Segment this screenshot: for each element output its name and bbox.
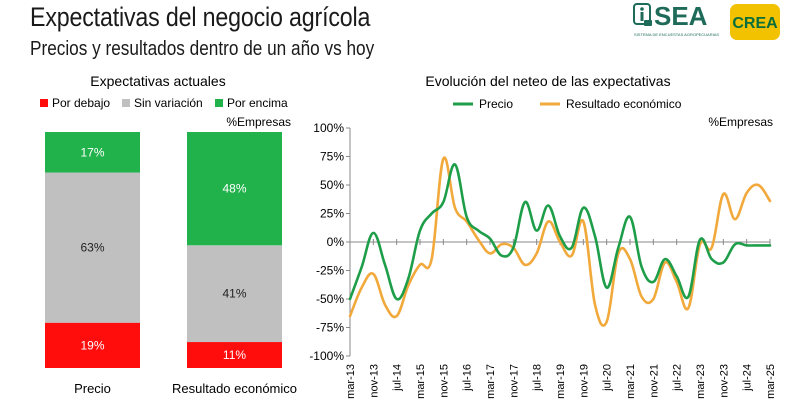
y-tick-label: -50% — [316, 292, 344, 306]
y-tick-label: 50% — [320, 178, 344, 192]
bar-value-label: 48% — [222, 182, 246, 196]
y-tick-label: 0% — [327, 235, 345, 249]
page-title: Expectativas del negocio agrícola — [30, 2, 371, 32]
right-unit-label: %Empresas — [708, 115, 773, 129]
legend-label: Resultado económico — [566, 97, 682, 111]
y-tick-label: 75% — [320, 150, 344, 164]
bar-segment — [187, 342, 282, 368]
crea-logo: CREA — [730, 4, 780, 40]
legend-swatch — [40, 99, 48, 107]
legend-item-0: Precio — [453, 97, 513, 111]
left-chart-title: Expectativas actuales — [90, 73, 225, 89]
x-tick-label: mar-13 — [345, 364, 357, 399]
right-chart-title: Evolución del neteo de las expectativas — [425, 73, 670, 89]
x-tick-label: mar-25 — [765, 364, 777, 399]
x-tick-label: mar-15 — [415, 364, 427, 399]
y-tick-label: -75% — [316, 321, 344, 335]
y-tick-label: -25% — [316, 264, 344, 278]
bar-segment — [45, 172, 140, 323]
legend-label: Sin variación — [134, 96, 203, 110]
sea-logo: SEA SISTEMA DE ENCUESTAS AGROPECUARIAS — [633, 1, 719, 37]
crea-logo-text: CREA — [732, 15, 778, 32]
series-line-0 — [348, 163, 772, 301]
sea-logo-tagline: SISTEMA DE ENCUESTAS AGROPECUARIAS — [634, 32, 719, 37]
x-tick-label: jul-18 — [532, 364, 544, 392]
legend-item-1: Resultado económico — [540, 97, 682, 111]
legend-item-0: Por debajo — [40, 96, 110, 110]
x-tick-label: mar-17 — [485, 364, 497, 399]
x-tick-label: nov-13 — [368, 364, 380, 398]
category-label: Precio — [74, 381, 111, 396]
x-tick-label: mar-19 — [555, 364, 567, 399]
bar-value-label: 17% — [80, 145, 104, 159]
legend-label: Por encima — [227, 96, 288, 110]
x-tick-label: jul-20 — [602, 364, 614, 392]
x-tick-label: jul-22 — [672, 364, 684, 392]
bar-segment — [45, 132, 140, 173]
y-tick-label: 25% — [320, 207, 344, 221]
x-tick-label: nov-19 — [578, 364, 590, 398]
x-tick-label: jul-14 — [392, 364, 404, 392]
x-tick-label: jul-16 — [462, 364, 474, 392]
y-tick-label: 100% — [313, 121, 344, 135]
x-tick-label: jul-24 — [742, 364, 754, 392]
legend-item-2: Por encima — [215, 96, 288, 110]
legend-item-1: Sin variación — [122, 96, 203, 110]
x-tick-label: mar-21 — [625, 364, 637, 399]
x-tick-label: mar-23 — [695, 364, 707, 399]
legend-swatch — [122, 99, 130, 107]
sea-logo-text: SEA — [654, 1, 708, 31]
x-tick-label: nov-15 — [438, 364, 450, 398]
page-subtitle: Precios y resultados dentro de un año vs… — [30, 38, 375, 60]
category-label: Resultado económico — [172, 381, 297, 396]
x-tick-label: nov-23 — [718, 364, 730, 398]
bar-value-label: 11% — [223, 348, 246, 362]
bar-segment — [187, 245, 282, 343]
info-icon — [633, 3, 652, 26]
x-tick-label: nov-21 — [648, 364, 660, 398]
legend-label: Precio — [479, 97, 513, 111]
x-tick-label: nov-17 — [508, 364, 520, 398]
series-line-1 — [348, 156, 772, 327]
bar-segment — [45, 322, 140, 368]
legend-swatch — [215, 99, 223, 107]
bar-value-label: 19% — [80, 338, 104, 352]
bar-value-label: 63% — [80, 241, 104, 255]
legend-label: Por debajo — [52, 96, 110, 110]
current-expectations-chart: Expectativas actuales Por debajo Sin varia… — [40, 73, 297, 396]
bar-segment — [187, 132, 282, 246]
y-tick-label: -100% — [309, 349, 344, 363]
bar-value-label: 41% — [222, 287, 246, 301]
left-unit-label: %Empresas — [226, 115, 291, 129]
